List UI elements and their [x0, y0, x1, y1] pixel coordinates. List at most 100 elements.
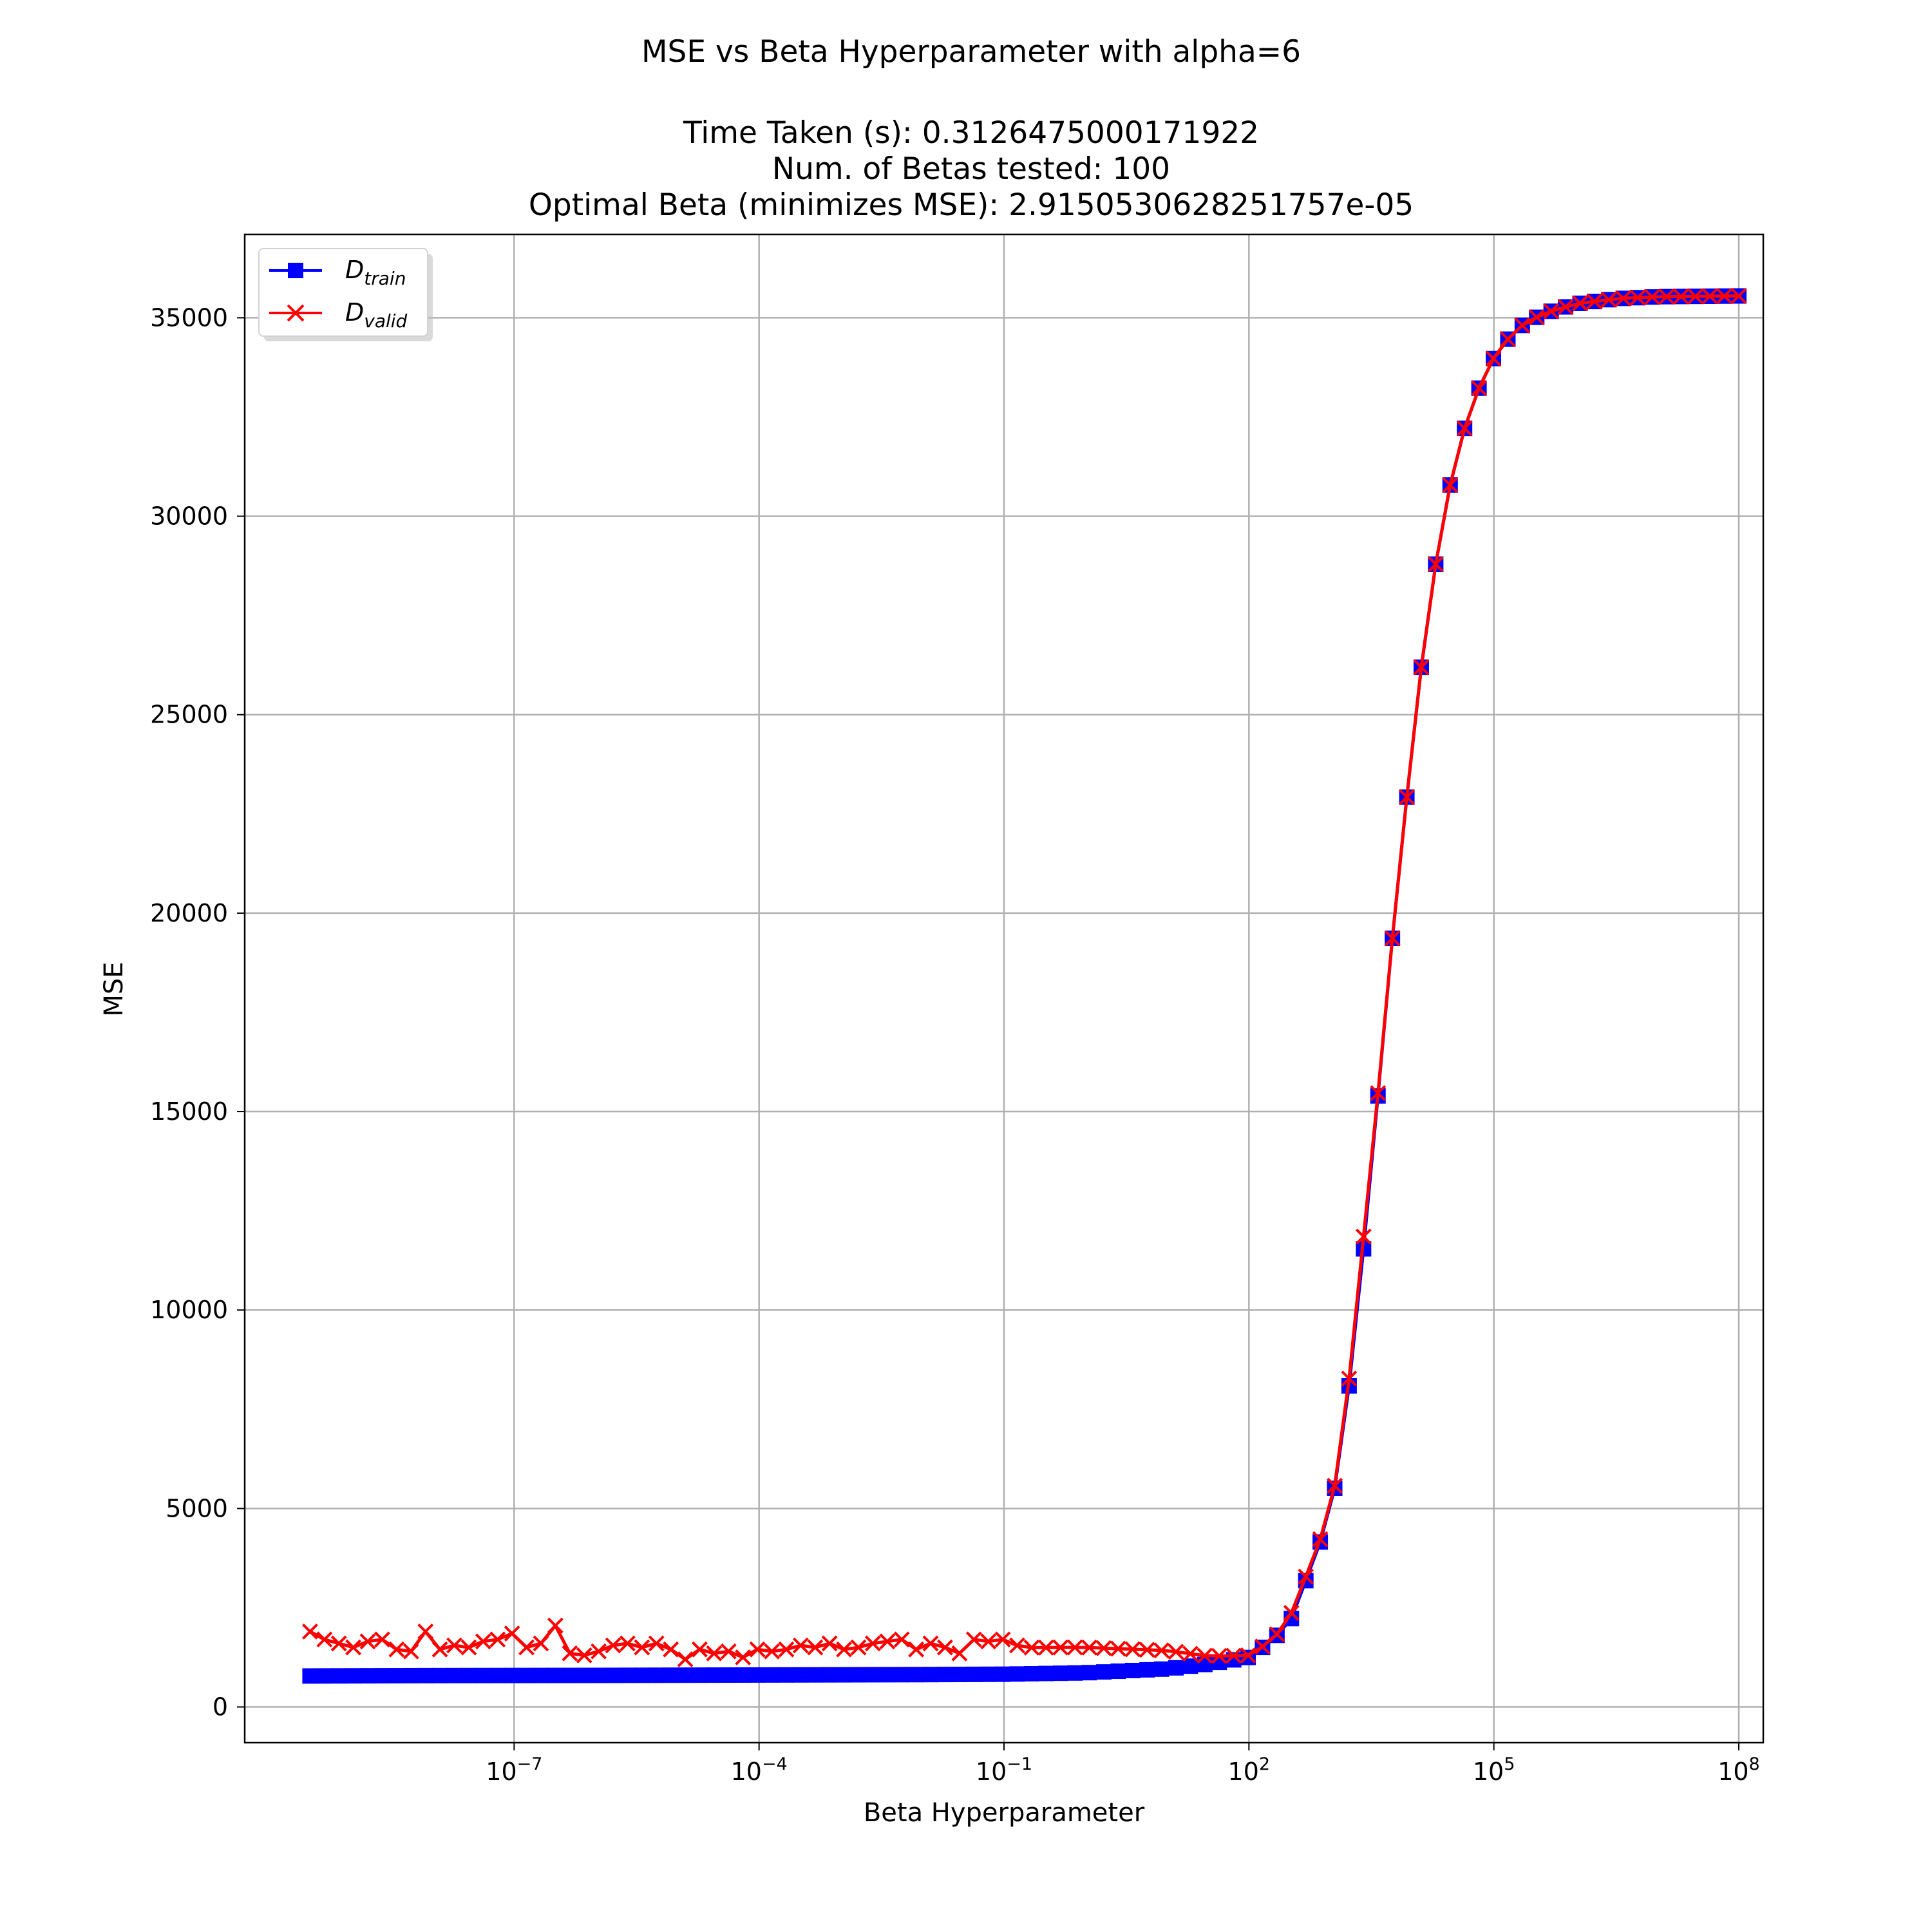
x-tick-label: 108	[1718, 1754, 1760, 1786]
point-D_train	[865, 1667, 881, 1683]
point-D_valid	[807, 1639, 824, 1656]
legend-train-label: Dtrain	[345, 256, 406, 289]
point-D_valid	[836, 1641, 852, 1658]
point-D_train	[764, 1667, 780, 1683]
point-D_valid	[1269, 1626, 1285, 1643]
point-D_train	[1110, 1663, 1126, 1680]
x-tick-label-exponent: −4	[762, 1754, 788, 1774]
point-D_valid	[1052, 1639, 1069, 1656]
series-D_valid	[302, 288, 1747, 1667]
point-D_valid	[547, 1617, 564, 1634]
point-D_valid	[1672, 288, 1689, 305]
point-D_valid	[1384, 930, 1401, 947]
point-D_valid	[1528, 309, 1545, 326]
point-D_valid	[605, 1637, 621, 1654]
point-D_valid	[1037, 1639, 1054, 1656]
y-axis-label: MSE	[99, 961, 129, 1016]
point-D_valid	[330, 1635, 347, 1652]
point-D_valid	[1312, 1531, 1329, 1548]
legend-train-sub: train	[364, 268, 406, 289]
point-D_valid	[1255, 1638, 1271, 1655]
point-D_train	[649, 1667, 665, 1683]
point-D_valid	[864, 1635, 881, 1652]
point-D_train	[750, 1667, 766, 1683]
point-D_valid	[1730, 288, 1747, 304]
point-D_valid	[1124, 1641, 1141, 1658]
x-axis-ticks: 10−7 10−4 10−1 102 105 108	[486, 1743, 1760, 1786]
x-tick-label: 102	[1228, 1754, 1271, 1786]
point-D_valid	[1687, 288, 1704, 305]
point-D_train	[937, 1667, 953, 1683]
point-D_valid	[677, 1651, 694, 1667]
point-D_train	[475, 1667, 491, 1683]
y-tick-label: 20000	[150, 899, 228, 927]
point-D_train	[302, 1668, 318, 1684]
y-tick-label: 0	[213, 1693, 228, 1721]
point-D_valid	[1399, 789, 1415, 806]
point-D_train	[923, 1667, 939, 1683]
point-D_valid	[620, 1635, 636, 1652]
point-D_valid	[1110, 1640, 1126, 1657]
point-D_valid	[1081, 1639, 1097, 1656]
point-D_valid	[1182, 1645, 1198, 1662]
y-tick-label: 25000	[150, 701, 228, 729]
point-D_valid	[475, 1633, 491, 1650]
x-tick-label-exponent: 8	[1749, 1754, 1760, 1774]
point-D_valid	[533, 1635, 549, 1652]
point-D_valid	[720, 1643, 737, 1660]
point-D_valid	[591, 1643, 607, 1660]
legend-valid-label: Dvalid	[345, 298, 408, 332]
point-D_train	[620, 1667, 636, 1683]
title-line-1: MSE vs Beta Hyperparameter with alpha=6	[641, 34, 1301, 70]
point-D_valid	[706, 1645, 723, 1662]
point-D_train	[706, 1667, 722, 1683]
point-D_valid	[1298, 1568, 1314, 1585]
point-D_valid	[1283, 1605, 1300, 1621]
point-D_train	[778, 1667, 794, 1683]
x-tick-label-exponent: 2	[1259, 1754, 1270, 1774]
point-D_valid	[648, 1635, 665, 1652]
point-D_train	[403, 1667, 419, 1683]
point-D_train	[692, 1667, 708, 1683]
point-D_train	[807, 1667, 823, 1683]
point-D_valid	[402, 1643, 419, 1660]
legend: Dtrain Dvalid	[258, 248, 433, 341]
y-tick-label: 5000	[166, 1494, 228, 1522]
point-D_valid	[1211, 1647, 1227, 1664]
point-D_valid	[749, 1641, 766, 1658]
point-D_train	[850, 1667, 866, 1683]
point-D_train	[533, 1667, 549, 1683]
x-axis-label: Beta Hyperparameter	[864, 1798, 1145, 1828]
point-D_train	[1124, 1662, 1141, 1678]
point-D_valid	[562, 1645, 578, 1662]
point-D_valid	[908, 1641, 925, 1658]
point-D_valid	[359, 1633, 376, 1650]
point-D_train	[663, 1667, 679, 1683]
x-tick-label: 105	[1473, 1754, 1515, 1786]
y-tick-label: 35000	[150, 303, 228, 332]
x-tick-label-base: 10	[486, 1757, 516, 1786]
point-D_train	[836, 1667, 852, 1683]
point-D_valid	[576, 1647, 592, 1663]
point-D_train	[822, 1667, 838, 1683]
point-D_train	[374, 1668, 390, 1684]
point-D_train	[388, 1668, 404, 1684]
point-D_valid	[850, 1639, 867, 1656]
point-D_valid	[1095, 1640, 1112, 1656]
point-D_valid	[504, 1625, 520, 1642]
point-D_valid	[735, 1649, 752, 1665]
point-D_train	[360, 1668, 376, 1684]
point-D_valid	[1009, 1637, 1025, 1654]
point-D_valid	[821, 1635, 838, 1652]
point-D_valid	[1226, 1647, 1242, 1664]
point-D_train	[345, 1668, 361, 1684]
legend-valid-main: D	[345, 298, 364, 327]
point-D_valid	[634, 1639, 650, 1656]
point-D_train	[576, 1667, 592, 1683]
x-tick-label-base: 10	[731, 1757, 762, 1786]
point-D_valid	[1658, 289, 1675, 305]
x-tick-label: 10−1	[976, 1754, 1032, 1786]
point-D_valid	[1572, 295, 1588, 312]
point-D_valid	[1442, 477, 1459, 493]
point-D_valid	[388, 1641, 405, 1658]
